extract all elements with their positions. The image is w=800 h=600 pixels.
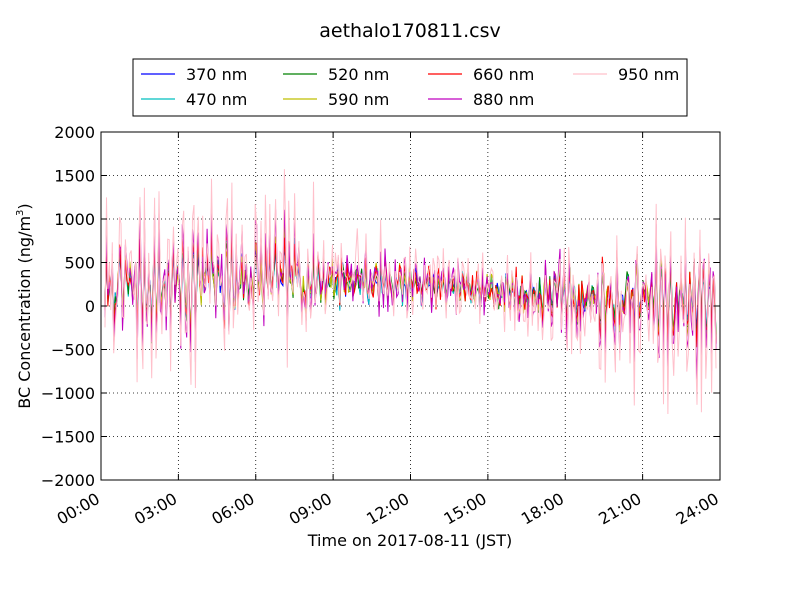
y-tick-label: 1500 bbox=[54, 167, 95, 186]
x-tick-label: 06:00 bbox=[208, 489, 257, 529]
y-tick-labels: 2000 1500 1000 500 0 −500 −1000 −1500 −2000 bbox=[41, 123, 95, 490]
y-tick-label: −2000 bbox=[41, 471, 95, 490]
legend: 370 nm 470 nm 520 nm 590 nm 660 nm 880 nm 950 … bbox=[132, 58, 688, 117]
x-tick-label: 03:00 bbox=[131, 489, 180, 529]
plot-background bbox=[101, 132, 720, 480]
y-tick-label: −1000 bbox=[41, 384, 95, 403]
y-tick-label: 2000 bbox=[54, 123, 95, 142]
x-tick-label: 18:00 bbox=[518, 489, 567, 529]
chart-title: aethalo170811.csv bbox=[319, 20, 501, 42]
y-tick-label: −1500 bbox=[41, 428, 95, 447]
legend-box bbox=[132, 58, 688, 117]
y-axis-title: BC Concentration (ng/m3) bbox=[15, 203, 34, 408]
y-tick-label: 500 bbox=[64, 254, 95, 273]
x-tick-label: 21:00 bbox=[595, 489, 644, 529]
legend-label: 880 nm bbox=[473, 90, 534, 109]
x-tick-label: 00:00 bbox=[54, 489, 103, 529]
plot-area bbox=[100, 131, 721, 481]
plot-frame bbox=[100, 131, 721, 481]
x-tick-label: 24:00 bbox=[673, 489, 722, 529]
x-tick-label: 15:00 bbox=[440, 489, 489, 529]
y-axis-title-main: BC Concentration (ng/m bbox=[15, 216, 34, 409]
legend-label: 590 nm bbox=[328, 90, 389, 109]
x-tick-label: 09:00 bbox=[286, 489, 335, 529]
legend-label: 470 nm bbox=[186, 90, 247, 109]
legend-label: 950 nm bbox=[618, 65, 679, 84]
y-tick-label: 1000 bbox=[54, 210, 95, 229]
y-tick-label: −500 bbox=[51, 341, 95, 360]
y-axis-title-sup: 3 bbox=[15, 210, 26, 216]
legend-label: 520 nm bbox=[328, 65, 389, 84]
legend-label: 370 nm bbox=[186, 65, 247, 84]
x-axis-title: Time on 2017-08-11 (JST) bbox=[307, 531, 512, 550]
x-tick-labels: 00:00 03:00 06:00 09:00 12:00 15:00 18:00 21:00… bbox=[54, 489, 722, 529]
x-tick-label: 12:00 bbox=[363, 489, 412, 529]
y-tick-label: 0 bbox=[85, 297, 95, 316]
y-axis-title-end: ) bbox=[15, 203, 34, 209]
legend-label: 660 nm bbox=[473, 65, 534, 84]
series-group bbox=[104, 169, 717, 415]
series-line bbox=[104, 169, 717, 415]
